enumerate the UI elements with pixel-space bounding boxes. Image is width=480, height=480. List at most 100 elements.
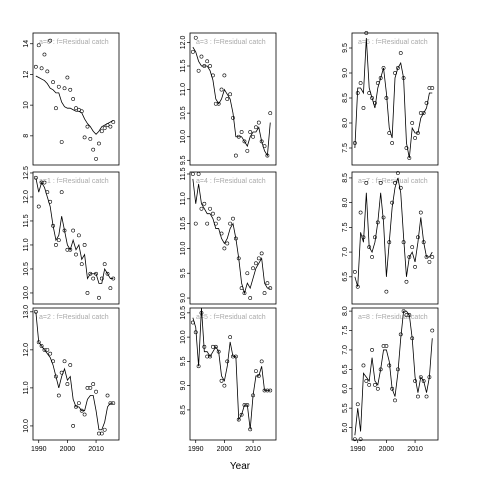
data-point bbox=[82, 135, 87, 140]
data-point bbox=[59, 370, 64, 375]
data-point bbox=[370, 348, 374, 352]
data-point bbox=[208, 206, 212, 211]
data-point bbox=[416, 131, 420, 135]
data-point bbox=[111, 401, 116, 406]
data-point bbox=[393, 398, 397, 403]
y-tick-label: 9.0 bbox=[180, 293, 187, 303]
data-point bbox=[193, 221, 198, 226]
data-point bbox=[413, 265, 417, 269]
data-point bbox=[222, 246, 227, 251]
plot-frame bbox=[32, 171, 120, 305]
plot-frame bbox=[189, 32, 277, 166]
data-point bbox=[91, 147, 96, 152]
data-point bbox=[196, 364, 201, 369]
data-point bbox=[395, 367, 400, 372]
data-point bbox=[407, 255, 412, 259]
data-point bbox=[259, 251, 264, 256]
data-point bbox=[387, 240, 392, 245]
data-point bbox=[268, 388, 273, 393]
data-point bbox=[213, 101, 218, 106]
data-point bbox=[364, 180, 369, 185]
y-tick-label: 8.0 bbox=[342, 306, 349, 316]
data-point bbox=[378, 180, 383, 185]
data-point bbox=[361, 106, 366, 110]
fit-line bbox=[35, 311, 114, 431]
y-tick-label: 9.0 bbox=[180, 381, 187, 391]
y-tick-label: 6.5 bbox=[342, 272, 349, 282]
data-point bbox=[416, 394, 420, 399]
data-point bbox=[361, 235, 366, 240]
data-point bbox=[384, 344, 389, 348]
data-point bbox=[99, 276, 104, 281]
data-point bbox=[375, 386, 380, 391]
data-point bbox=[355, 402, 360, 407]
data-point bbox=[105, 393, 110, 398]
y-tick-label: 11.5 bbox=[23, 214, 30, 227]
data-point bbox=[85, 385, 90, 390]
data-point bbox=[36, 204, 41, 209]
x-axis-label: Year bbox=[230, 461, 251, 472]
data-point bbox=[367, 382, 372, 387]
data-point bbox=[239, 130, 244, 134]
data-point bbox=[268, 286, 273, 291]
plot-frame bbox=[351, 307, 439, 441]
data-point bbox=[202, 344, 207, 349]
data-point bbox=[216, 349, 221, 354]
data-point bbox=[199, 206, 204, 211]
data-point bbox=[418, 111, 423, 115]
data-point bbox=[410, 245, 415, 250]
y-tick-label: 5.5 bbox=[342, 403, 349, 413]
data-point bbox=[51, 359, 55, 364]
panel-title: a=6 : f=Residual catch bbox=[358, 39, 428, 46]
data-point bbox=[387, 363, 392, 368]
y-tick-label: 13.0 bbox=[23, 305, 30, 319]
x-tick-label: 2000 bbox=[217, 446, 233, 453]
data-point bbox=[56, 84, 61, 89]
y-tick-label: 10.5 bbox=[23, 262, 30, 276]
data-point bbox=[413, 379, 417, 383]
data-point bbox=[390, 386, 395, 391]
data-point bbox=[358, 437, 363, 442]
data-point bbox=[421, 240, 426, 245]
data-point bbox=[219, 231, 224, 236]
data-point bbox=[88, 385, 93, 390]
data-point bbox=[239, 286, 244, 291]
data-point bbox=[99, 431, 104, 436]
x-tick-label: 2010 bbox=[88, 446, 104, 453]
data-point bbox=[373, 101, 377, 105]
data-point bbox=[256, 374, 261, 378]
data-point bbox=[65, 382, 70, 386]
y-tick-label: 14 bbox=[23, 40, 30, 48]
y-tick-label: 9.5 bbox=[180, 356, 187, 366]
data-point bbox=[413, 136, 417, 140]
data-point bbox=[94, 156, 98, 161]
data-point bbox=[33, 309, 38, 314]
data-point bbox=[236, 256, 241, 261]
plot-frame bbox=[351, 171, 439, 305]
data-point bbox=[42, 347, 47, 352]
data-point bbox=[225, 241, 230, 246]
data-point bbox=[94, 271, 98, 276]
y-tick-label: 9.5 bbox=[180, 268, 187, 278]
data-point bbox=[88, 137, 93, 141]
data-point bbox=[248, 130, 253, 134]
y-tick-label: 11.0 bbox=[180, 83, 187, 96]
data-point bbox=[65, 247, 70, 252]
plot-frame bbox=[351, 32, 439, 166]
data-point bbox=[395, 66, 400, 70]
data-point bbox=[401, 309, 406, 314]
data-point bbox=[361, 363, 366, 368]
data-point bbox=[39, 180, 44, 185]
data-point bbox=[398, 51, 403, 55]
data-point bbox=[370, 96, 374, 100]
data-point bbox=[248, 296, 253, 300]
y-tick-label: 12.0 bbox=[180, 36, 187, 50]
data-point bbox=[108, 124, 113, 129]
data-point bbox=[68, 87, 73, 92]
data-point bbox=[387, 131, 392, 135]
data-point bbox=[205, 354, 210, 359]
data-point bbox=[85, 124, 90, 129]
data-point bbox=[190, 49, 195, 54]
y-tick-label: 7.0 bbox=[342, 247, 349, 257]
data-point bbox=[352, 269, 357, 274]
